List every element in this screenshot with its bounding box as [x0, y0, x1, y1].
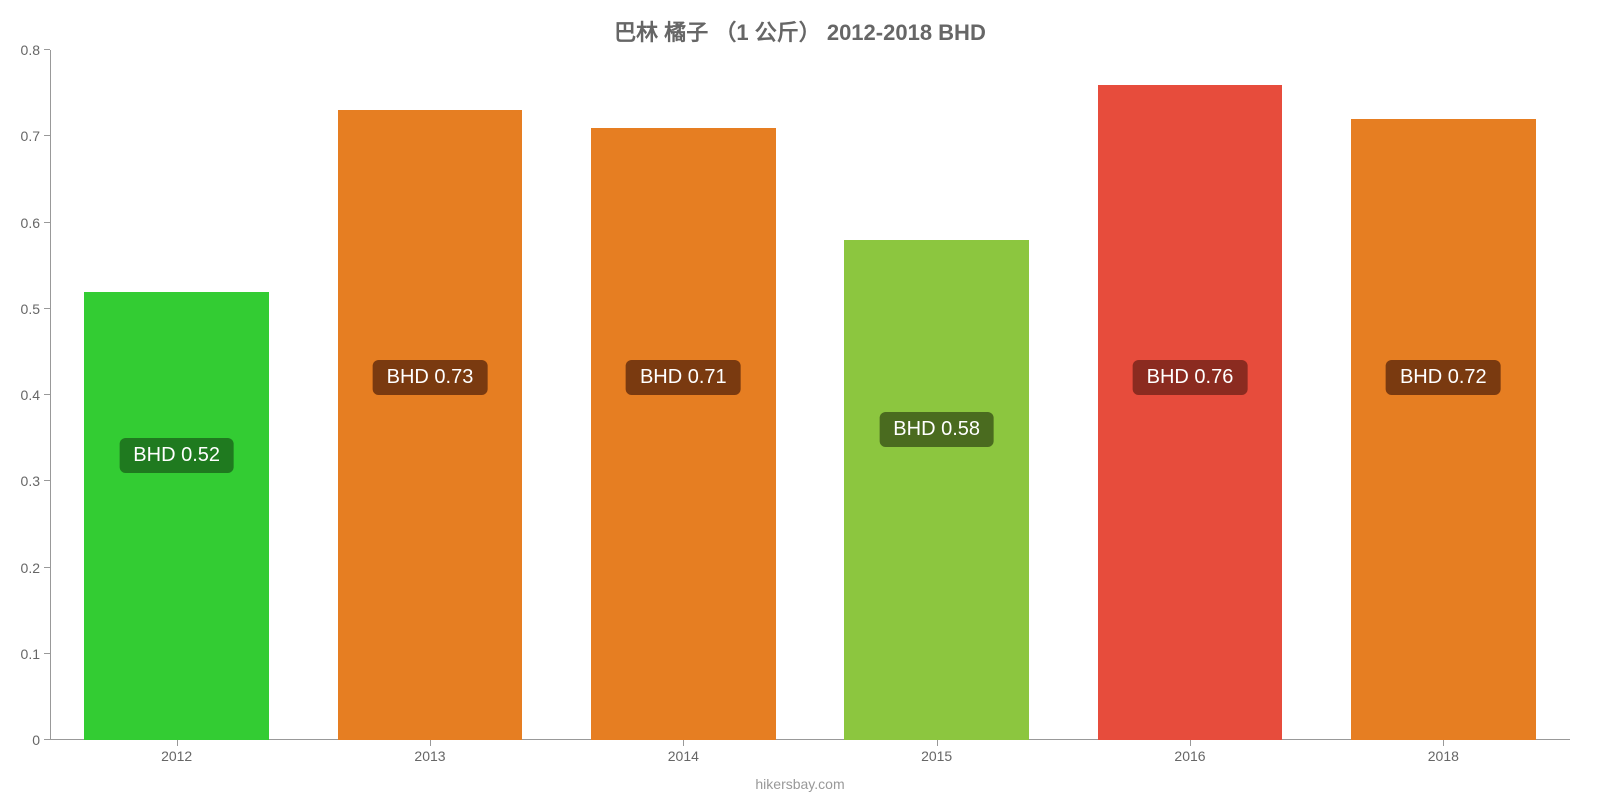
y-tick-label: 0.7 — [21, 128, 40, 144]
x-tick-label: 2016 — [1174, 748, 1205, 764]
y-tick-label: 0 — [32, 732, 40, 748]
y-tick-label: 0.5 — [21, 301, 40, 317]
x-tick-label: 2013 — [414, 748, 445, 764]
x-tick — [1190, 740, 1191, 746]
y-tick — [44, 222, 50, 223]
y-tick — [44, 653, 50, 654]
y-tick-label: 0.2 — [21, 560, 40, 576]
bar-value-label: BHD 0.52 — [119, 438, 234, 473]
bar — [84, 292, 269, 741]
plot-area: 00.10.20.30.40.50.60.70.82012BHD 0.52201… — [50, 50, 1570, 740]
x-tick-label: 2012 — [161, 748, 192, 764]
y-tick — [44, 308, 50, 309]
bar-value-label: BHD 0.76 — [1133, 360, 1248, 395]
x-tick — [683, 740, 684, 746]
y-tick-label: 0.4 — [21, 387, 40, 403]
y-axis — [50, 50, 51, 740]
y-tick — [44, 394, 50, 395]
bar-value-label: BHD 0.58 — [879, 412, 994, 447]
y-tick-label: 0.3 — [21, 473, 40, 489]
y-tick-label: 0.8 — [21, 42, 40, 58]
bar-value-label: BHD 0.73 — [373, 360, 488, 395]
x-tick — [177, 740, 178, 746]
x-axis — [50, 739, 1570, 740]
x-tick — [937, 740, 938, 746]
y-tick — [44, 739, 50, 740]
x-tick-label: 2014 — [668, 748, 699, 764]
y-tick — [44, 480, 50, 481]
x-tick — [1443, 740, 1444, 746]
y-tick-label: 0.1 — [21, 646, 40, 662]
bar-value-label: BHD 0.72 — [1386, 360, 1501, 395]
y-tick — [44, 49, 50, 50]
y-tick-label: 0.6 — [21, 215, 40, 231]
y-tick — [44, 135, 50, 136]
chart-container: 巴林 橘子 （1 公斤） 2012-2018 BHD 00.10.20.30.4… — [0, 0, 1600, 800]
bar — [1098, 85, 1283, 741]
x-tick-label: 2015 — [921, 748, 952, 764]
chart-title: 巴林 橘子 （1 公斤） 2012-2018 BHD — [0, 15, 1600, 47]
attribution-text: hikersbay.com — [755, 776, 844, 792]
bar — [1351, 119, 1536, 740]
bar — [591, 128, 776, 740]
bar-value-label: BHD 0.71 — [626, 360, 741, 395]
bar — [844, 240, 1029, 740]
x-tick — [430, 740, 431, 746]
x-tick-label: 2018 — [1428, 748, 1459, 764]
y-tick — [44, 567, 50, 568]
bar — [338, 110, 523, 740]
